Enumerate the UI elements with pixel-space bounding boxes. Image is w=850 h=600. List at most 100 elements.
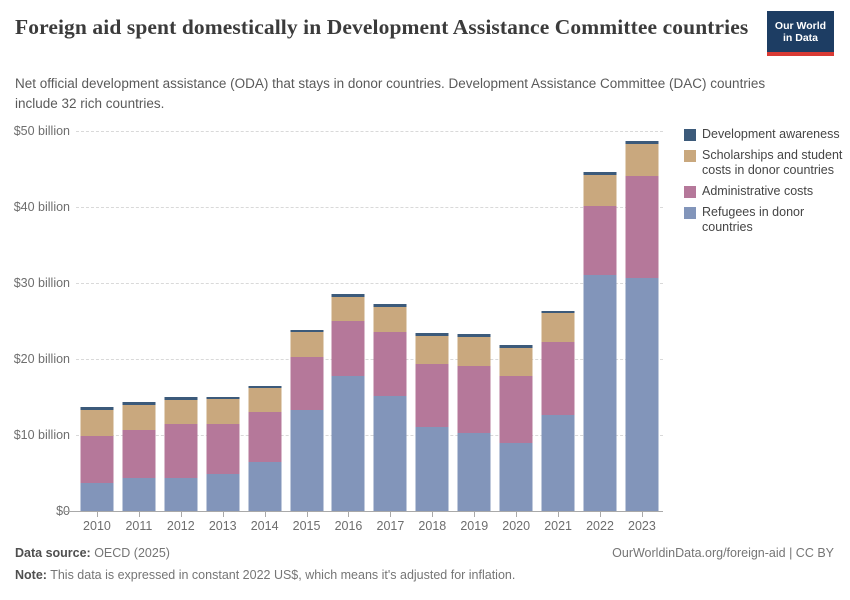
bar-segment[interactable] — [248, 387, 282, 413]
bar-segment[interactable] — [541, 310, 575, 314]
x-tick-label-2015: 2015 — [292, 519, 321, 533]
gridline-30 — [76, 283, 663, 284]
legend-swatch — [684, 129, 696, 141]
legend-item[interactable]: Development awareness — [684, 127, 846, 142]
stacked-bar-2011[interactable] — [122, 401, 156, 511]
x-tick-label-2010: 2010 — [83, 519, 111, 533]
bar-segment[interactable] — [625, 143, 659, 176]
bar-segment[interactable] — [331, 297, 365, 321]
x-tick-label-2018: 2018 — [418, 519, 447, 533]
bar-segment[interactable] — [248, 385, 282, 388]
stacked-bar-2020[interactable] — [499, 344, 533, 511]
bar-segment[interactable] — [331, 293, 365, 298]
bar-segment[interactable] — [164, 400, 198, 425]
bar-segment[interactable] — [415, 364, 449, 427]
bar-segment[interactable] — [541, 415, 575, 511]
bar-segment[interactable] — [415, 333, 449, 337]
x-axis-tick — [600, 512, 602, 517]
bar-segment[interactable] — [331, 320, 365, 377]
stacked-bar-2017[interactable] — [373, 304, 407, 511]
bar-segment[interactable] — [373, 307, 407, 332]
bar-segment[interactable] — [206, 474, 240, 511]
bar-segment[interactable] — [457, 333, 491, 337]
x-axis-tick — [348, 512, 350, 517]
bar-segment[interactable] — [164, 397, 198, 401]
bar-segment[interactable] — [583, 275, 617, 511]
note-line: Note: This data is expressed in constant… — [15, 568, 515, 582]
bar-segment[interactable] — [206, 423, 240, 475]
bar-segment[interactable] — [373, 331, 407, 397]
x-tick-label-2019: 2019 — [460, 519, 489, 533]
bar-segment[interactable] — [415, 336, 449, 365]
bar-segment[interactable] — [80, 407, 114, 410]
bar-segment[interactable] — [541, 341, 575, 416]
stacked-bar-2018[interactable] — [415, 333, 449, 511]
bar-segment[interactable] — [625, 175, 659, 279]
legend-item[interactable]: Refugees in donor countries — [684, 205, 846, 235]
x-axis-tick — [306, 512, 308, 517]
x-axis-tick — [474, 512, 476, 517]
stacked-bar-2021[interactable] — [541, 310, 575, 511]
owid-logo-accent — [767, 52, 834, 56]
owid-logo-text: Our World in Data — [767, 11, 834, 52]
bar-segment[interactable] — [499, 344, 533, 348]
legend-item[interactable]: Scholarships and student costs in donor … — [684, 148, 846, 178]
y-tick-label: $30 billion — [13, 276, 70, 290]
bar-segment[interactable] — [457, 336, 491, 366]
bar-segment[interactable] — [499, 376, 533, 444]
bar-segment[interactable] — [206, 397, 240, 400]
bar-segment[interactable] — [583, 206, 617, 276]
stacked-bar-2014[interactable] — [248, 385, 282, 511]
x-tick-label-2011: 2011 — [125, 519, 153, 533]
y-tick-label: $10 billion — [13, 428, 70, 442]
x-tick-label-2022: 2022 — [586, 519, 614, 533]
bar-segment[interactable] — [80, 482, 114, 511]
owid-link[interactable]: OurWorldinData.org/foreign-aid | CC BY — [612, 546, 834, 560]
bar-segment[interactable] — [80, 409, 114, 436]
legend-label: Administrative costs — [702, 184, 814, 198]
bar-segment[interactable] — [122, 404, 156, 431]
stacked-bar-2015[interactable] — [290, 329, 324, 511]
bar-segment[interactable] — [164, 477, 198, 511]
gridline-40 — [76, 207, 663, 208]
bar-segment[interactable] — [625, 141, 659, 144]
legend-label: Scholarships and student costs in donor … — [702, 148, 843, 177]
stacked-bar-2013[interactable] — [206, 397, 240, 511]
bar-segment[interactable] — [415, 426, 449, 511]
bar-column-2016: 2016 — [328, 131, 370, 533]
bar-segment[interactable] — [583, 172, 617, 176]
bar-column-2014: 2014 — [244, 131, 286, 533]
bar-segment[interactable] — [164, 424, 198, 478]
bar-segment[interactable] — [457, 365, 491, 434]
bar-segment[interactable] — [122, 401, 156, 405]
chart-subtitle: Net official development assistance (ODA… — [15, 76, 766, 111]
stacked-bar-2023[interactable] — [625, 141, 659, 511]
bar-segment[interactable] — [290, 332, 324, 357]
stacked-bar-2022[interactable] — [583, 172, 617, 511]
bar-segment[interactable] — [373, 304, 407, 308]
bar-segment[interactable] — [373, 396, 407, 511]
bar-segment[interactable] — [290, 409, 324, 511]
bar-segment[interactable] — [499, 443, 533, 511]
bar-segment[interactable] — [248, 412, 282, 463]
legend-item[interactable]: Administrative costs — [684, 184, 846, 199]
bar-segment[interactable] — [290, 356, 324, 410]
bar-segment[interactable] — [499, 347, 533, 377]
stacked-bar-2016[interactable] — [331, 293, 365, 511]
x-axis-tick — [138, 512, 140, 517]
bar-segment[interactable] — [122, 430, 156, 479]
bar-segment[interactable] — [206, 399, 240, 424]
bar-segment[interactable] — [290, 329, 324, 333]
bar-segment[interactable] — [80, 435, 114, 483]
stacked-bar-2019[interactable] — [457, 333, 491, 511]
bar-segment[interactable] — [583, 175, 617, 207]
bar-segment[interactable] — [122, 478, 156, 511]
bar-segment[interactable] — [331, 376, 365, 511]
x-axis-tick — [516, 512, 518, 517]
stacked-bar-2012[interactable] — [164, 397, 198, 511]
bar-segment[interactable] — [625, 278, 659, 511]
bar-segment[interactable] — [248, 462, 282, 511]
bar-segment[interactable] — [457, 433, 491, 511]
bar-segment[interactable] — [541, 313, 575, 342]
stacked-bar-2010[interactable] — [80, 407, 114, 511]
